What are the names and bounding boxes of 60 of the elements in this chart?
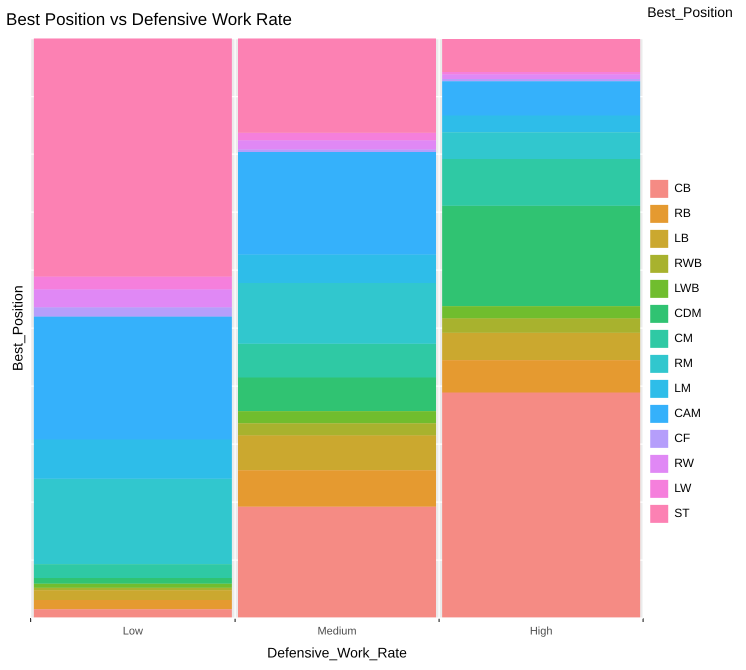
bar [238, 411, 436, 424]
bar [34, 307, 232, 317]
legend-label: CDM [674, 306, 702, 320]
bar [442, 78, 640, 82]
bar [34, 590, 232, 600]
chart-title: Best Position vs Defensive Work Rate [6, 10, 292, 29]
y-axis-title: Best_Position [9, 285, 26, 372]
bar [238, 470, 436, 507]
bar [442, 81, 640, 116]
legend-label: CB [674, 181, 691, 196]
legend-label: RB [674, 206, 691, 220]
bar [442, 332, 640, 360]
bar [34, 578, 232, 584]
bar [238, 435, 436, 470]
bar [442, 38, 640, 72]
bar [238, 377, 436, 412]
x-tick-label: Low [122, 626, 144, 638]
bar [238, 140, 436, 150]
bar [34, 439, 232, 479]
legend-label: RW [674, 456, 695, 470]
bar [34, 564, 232, 578]
x-axis-title: Defensive_Work_Rate [267, 644, 408, 660]
bar [34, 478, 232, 564]
legend-label: LWB [674, 281, 700, 296]
legend-title: Best_Position [647, 4, 733, 20]
bar [238, 254, 436, 283]
x-tick-label: High [530, 626, 552, 638]
bar [442, 74, 640, 79]
bar [238, 132, 436, 140]
bar [34, 609, 232, 618]
legend-label: LM [674, 381, 691, 396]
x-tick-label: Medium [317, 626, 357, 638]
bar [442, 318, 640, 333]
bar [34, 276, 232, 290]
legend-label: LW [674, 481, 692, 496]
bar [34, 289, 232, 308]
bar [238, 423, 436, 436]
legend-label: RWB [674, 256, 702, 270]
bar [442, 392, 640, 618]
bar [238, 344, 436, 378]
bar [238, 282, 436, 344]
bar [238, 38, 436, 133]
bar [238, 506, 436, 618]
bar [34, 38, 232, 277]
legend-label: CM [674, 331, 693, 346]
legend-label: CF [674, 431, 690, 446]
bar [442, 306, 640, 318]
legend-label: LB [674, 231, 689, 246]
bar [442, 206, 640, 306]
legend-label: CAM [674, 406, 701, 420]
legend-label: ST [674, 506, 690, 520]
bar [442, 132, 640, 159]
bar [442, 360, 640, 393]
bar [442, 115, 640, 132]
bar [34, 316, 232, 440]
bar [34, 600, 232, 610]
bar [442, 158, 640, 206]
legend-label: RM [674, 356, 693, 370]
bar [238, 152, 436, 255]
bar [34, 584, 232, 588]
